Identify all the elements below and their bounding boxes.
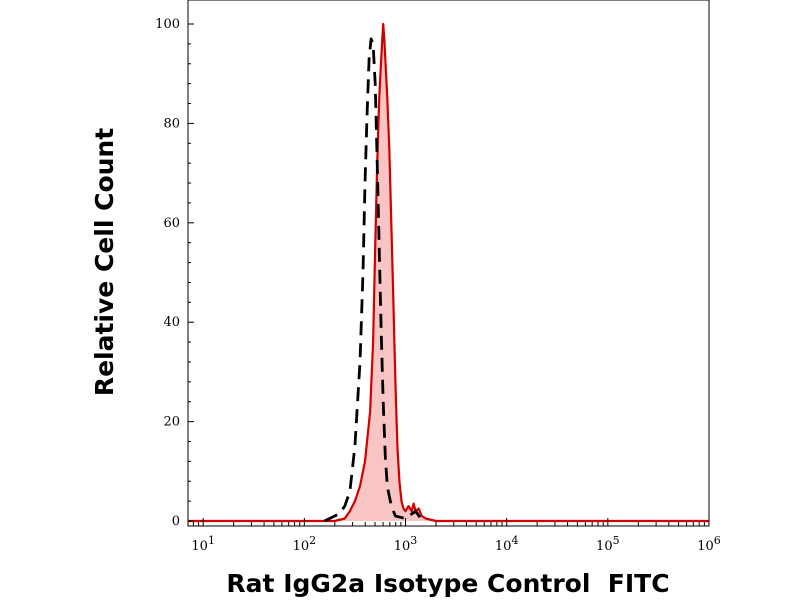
x-axis-title: Rat IgG2a Isotype Control FITC bbox=[226, 569, 669, 598]
y-tick-label: 20 bbox=[163, 415, 180, 430]
x-tick-label: 105 bbox=[596, 534, 620, 554]
x-axis: 101 102 103 104 105 106 bbox=[191, 518, 721, 554]
y-tick-label: 40 bbox=[163, 315, 180, 330]
x-tick-label: 106 bbox=[697, 534, 721, 554]
plot-frame bbox=[187, 0, 710, 527]
plot-border bbox=[187, 0, 710, 527]
series-line-stained bbox=[188, 22, 709, 523]
series-layer bbox=[188, 22, 709, 523]
series-line-isotype-control bbox=[323, 37, 427, 523]
x-tick-label: 102 bbox=[293, 534, 317, 554]
x-tick-label: 103 bbox=[394, 534, 418, 554]
x-tick-label: 104 bbox=[495, 534, 519, 554]
y-tick-label: 60 bbox=[163, 216, 180, 231]
y-tick-label: 80 bbox=[163, 116, 180, 131]
series-fill-stained bbox=[188, 24, 709, 521]
y-tick-label: 0 bbox=[172, 514, 180, 529]
y-axis-title: Relative Cell Count bbox=[90, 128, 119, 396]
x-tick-label: 101 bbox=[191, 534, 215, 554]
y-tick-label: 100 bbox=[155, 17, 180, 32]
y-axis: 0 20 40 60 80 100 bbox=[155, 17, 194, 529]
